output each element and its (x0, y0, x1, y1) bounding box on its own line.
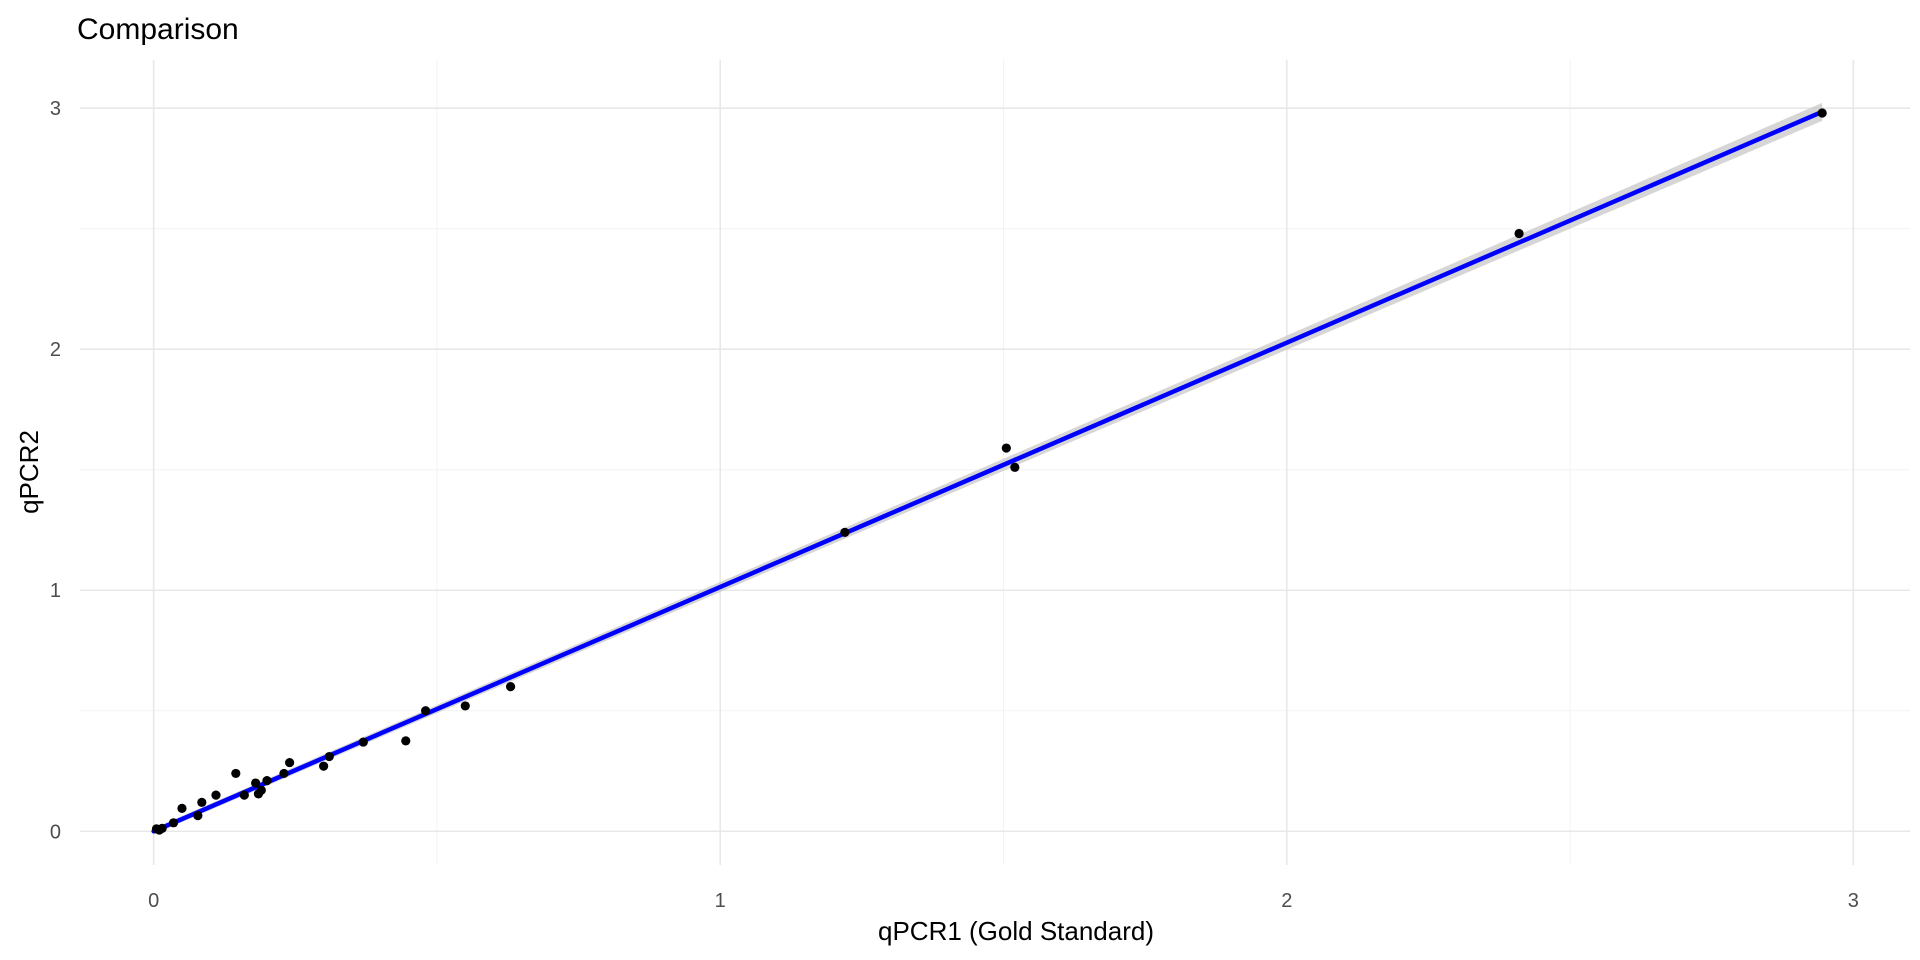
data-point (168, 818, 179, 828)
data-point (319, 761, 329, 771)
data-point (262, 776, 272, 786)
chart-title: Comparison (77, 13, 239, 46)
data-point (358, 737, 368, 747)
data-point (157, 823, 167, 833)
data-point (279, 768, 289, 779)
fit-line-layer (151, 109, 1825, 834)
data-point (505, 682, 516, 692)
data-point (193, 810, 203, 821)
data-point (1001, 443, 1011, 453)
data-point (256, 785, 266, 795)
data-point (285, 757, 295, 768)
data-point (1514, 228, 1524, 239)
y-tick-label: 0 (50, 821, 61, 843)
data-point (251, 778, 261, 788)
x-axis-title: qPCR1 (Gold Standard) (878, 916, 1154, 946)
data-point (460, 701, 470, 711)
data-point (421, 706, 431, 716)
x-tick-label: 3 (1848, 890, 1859, 912)
x-tick-label: 0 (148, 890, 159, 912)
data-point (197, 797, 207, 807)
data-point (840, 527, 850, 537)
data-point (1817, 108, 1827, 118)
data-point (177, 803, 187, 813)
data-point (401, 736, 411, 746)
x-tick-label: 1 (715, 890, 726, 912)
data-point (231, 768, 241, 779)
points-layer (151, 108, 1827, 835)
grid-layer (80, 60, 1910, 865)
data-point (239, 790, 249, 800)
data-point (211, 790, 221, 800)
y-tick-label: 3 (50, 98, 61, 120)
y-tick-label: 1 (50, 580, 61, 602)
data-point (324, 751, 334, 762)
y-axis-title: qPCR2 (14, 430, 44, 514)
tick-labels-layer: 0 1 2 3 0 1 2 3 (50, 98, 1859, 912)
data-point (1010, 462, 1020, 472)
x-tick-label: 2 (1281, 890, 1292, 912)
y-tick-label: 2 (50, 339, 61, 361)
fit-line (151, 109, 1825, 834)
